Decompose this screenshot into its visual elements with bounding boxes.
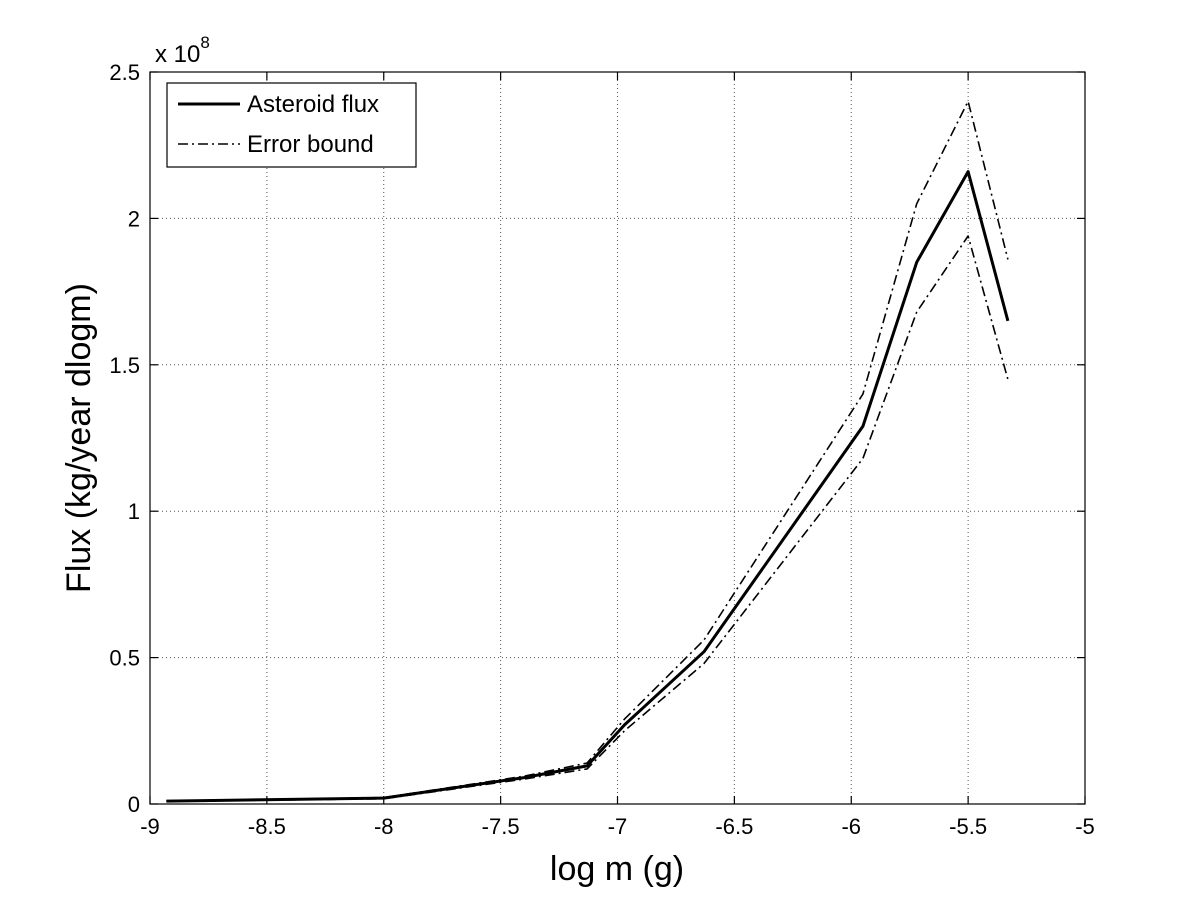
- y-tick-label: 1.5: [109, 353, 140, 378]
- plot-frame: [149, 71, 1086, 805]
- series-line-error-bound-upper: [166, 100, 1009, 802]
- x-tick-label: -5: [1075, 814, 1095, 839]
- legend-label-asteroid-flux: Asteroid flux: [247, 91, 379, 118]
- y-tick-label: 2: [128, 206, 140, 231]
- series-layer: [166, 100, 1010, 803]
- x-tick-label: -6.5: [715, 814, 753, 839]
- y-multiplier: x 108: [155, 33, 210, 68]
- axis-ticks: [149, 71, 1086, 805]
- y-axis-label: Flux (kg/year dlogm): [60, 283, 98, 593]
- x-tick-label: -9: [140, 814, 160, 839]
- tick-labels: -9 -8.5 -8 -7.5 -7 -6.5 -6 -5.5 -5 0 0.5 1 1.5 2 2.5: [109, 60, 1094, 839]
- series-line-asteroid-flux: [166, 170, 1010, 803]
- x-tick-label: -5.5: [949, 814, 987, 839]
- x-tick-label: -7: [608, 814, 628, 839]
- x-axis-label: log m (g): [550, 850, 684, 888]
- legend-box: [166, 82, 417, 168]
- y-tick-label: 2.5: [109, 60, 140, 85]
- x-tick-label: -7.5: [482, 814, 520, 839]
- y-tick-label: 0.5: [109, 646, 140, 671]
- legend: Asteroid flux Error bound: [166, 82, 417, 168]
- series-line-error-bound-lower: [166, 235, 1009, 802]
- x-tick-label: -8: [374, 814, 394, 839]
- y-multiplier-base: x 10: [155, 41, 200, 68]
- x-tick-label: -8.5: [248, 814, 286, 839]
- grid-lines: [150, 72, 1085, 804]
- y-tick-label: 1: [128, 499, 140, 524]
- y-tick-label: 0: [128, 792, 140, 817]
- legend-label-error-bound: Error bound: [247, 131, 374, 158]
- x-tick-label: -6: [841, 814, 861, 839]
- y-multiplier-exponent: 8: [200, 33, 209, 52]
